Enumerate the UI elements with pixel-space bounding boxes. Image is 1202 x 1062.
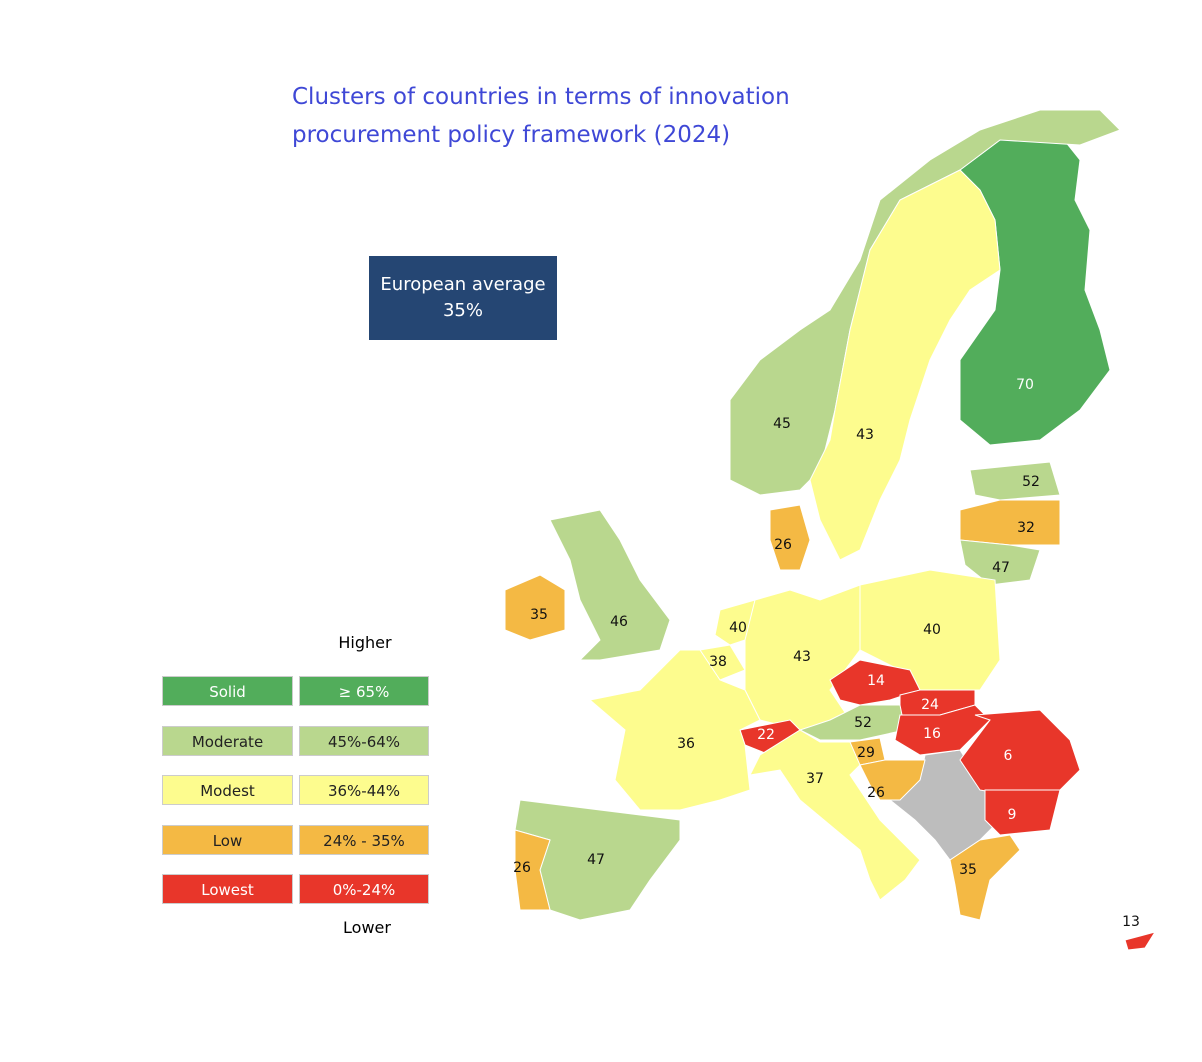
country-value: 24 <box>921 697 939 713</box>
average-label: European average <box>380 274 546 295</box>
country <box>809 169 1001 561</box>
legend-range: 45%-64% <box>299 725 429 756</box>
title: Clusters of countries in terms of innova… <box>292 84 790 148</box>
country-value: 29 <box>857 745 875 761</box>
legend-range: 0%-24% <box>299 874 429 904</box>
country-value: 9 <box>1008 807 1017 823</box>
country-value: 14 <box>867 673 885 689</box>
country-value: 43 <box>793 649 811 665</box>
country-value: 37 <box>806 771 824 787</box>
country <box>959 134 1111 446</box>
legend-name: Solid <box>162 676 293 706</box>
country <box>984 789 1061 836</box>
country <box>894 704 991 756</box>
country-value: 70 <box>1016 377 1034 393</box>
country-value: 45 <box>773 416 791 432</box>
country <box>959 539 1041 586</box>
country <box>949 834 1021 921</box>
country-value: 26 <box>513 860 531 876</box>
country-value: 35 <box>959 862 977 878</box>
legend-range: ≥ 65% <box>299 676 429 706</box>
country <box>744 584 861 731</box>
country-value: 26 <box>867 785 885 801</box>
legend-bottom: Lower <box>343 918 391 937</box>
legend-name: Moderate <box>162 725 293 756</box>
country <box>729 109 1121 496</box>
country-value: 46 <box>610 614 628 630</box>
country-value: 52 <box>1022 474 1040 490</box>
country <box>859 569 1001 691</box>
country-value: 43 <box>856 427 874 443</box>
legend-range: 36%-44% <box>299 775 429 805</box>
legend-name: Modest <box>162 775 293 805</box>
country-value: 38 <box>709 654 727 670</box>
country-value: 47 <box>992 560 1010 576</box>
country <box>588 649 761 811</box>
country <box>549 509 671 661</box>
country-value: 6 <box>1004 748 1013 764</box>
country-value: 40 <box>729 620 747 636</box>
country-value: 13 <box>1122 914 1140 930</box>
country <box>959 499 1061 546</box>
country <box>514 829 551 911</box>
country-value: 35 <box>530 607 548 623</box>
country-value: 22 <box>757 727 775 743</box>
average-box: European average 35% <box>369 256 557 340</box>
country-value: 36 <box>677 736 695 752</box>
country-value: 26 <box>774 537 792 553</box>
country <box>859 759 926 801</box>
legend-name: Low <box>162 824 293 855</box>
country-value: 32 <box>1017 520 1035 536</box>
country-value: 40 <box>923 622 941 638</box>
legend-name: Lowest <box>162 874 293 904</box>
country <box>969 461 1061 501</box>
country <box>1124 931 1157 951</box>
country-value: 47 <box>587 852 605 868</box>
country <box>504 574 566 641</box>
country-value: 52 <box>854 715 872 731</box>
country <box>769 504 811 571</box>
legend-range: 24% - 35% <box>299 824 429 855</box>
average-value: 35% <box>442 300 483 321</box>
legend-top: Higher <box>338 633 392 652</box>
country-value: 16 <box>923 726 941 742</box>
country <box>749 729 921 901</box>
